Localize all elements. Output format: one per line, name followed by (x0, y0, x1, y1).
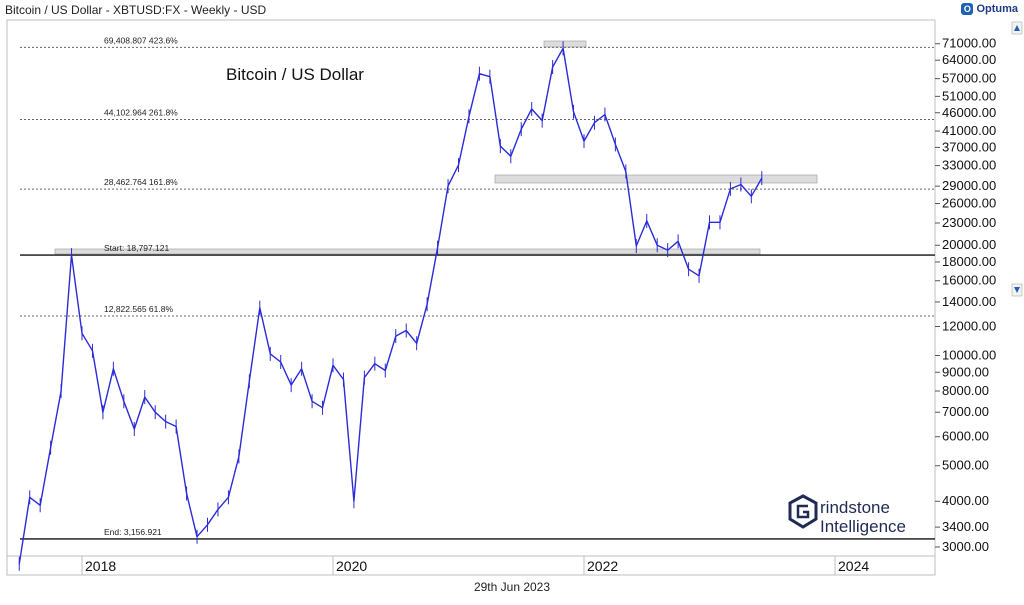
y-tick-label: 37000.00 (942, 139, 996, 154)
x-tick-label: 2018 (85, 558, 116, 574)
y-tick-label: 7000.00 (942, 404, 989, 419)
y-tick-label: 16000.00 (942, 273, 996, 288)
fib-levels: 69,408.807 423.6% 44,102.964 261.8% 28,462… (20, 35, 935, 540)
price-line (18, 47, 763, 564)
fib-level-label: Start: 18,797.121 (104, 243, 169, 253)
y-tick-label: 20000.00 (942, 237, 996, 252)
y-tick-label: 6000.00 (942, 429, 989, 444)
y-tick-label: 5000.00 (942, 458, 989, 473)
grindstone-g-mark (796, 504, 810, 519)
fib-level-label: End: 3,156.921 (104, 527, 162, 537)
price-series (18, 41, 763, 571)
scroll-up-icon[interactable] (1011, 21, 1023, 35)
y-tick-label: 41000.00 (942, 123, 996, 138)
watermark-line2: Intelligence (820, 517, 906, 536)
y-tick-label: 64000.00 (942, 52, 996, 67)
top-zone (543, 40, 587, 48)
fib-level-label: 12,822.565 61.8% (104, 304, 173, 314)
y-tick-label: 12000.00 (942, 318, 996, 333)
scroll-down-icon[interactable] (1011, 283, 1023, 297)
x-tick-label: 2024 (838, 558, 869, 574)
x-axis-ticks: 2018 2020 2022 2024 (81, 556, 869, 575)
y-tick-label: 9000.00 (942, 364, 989, 379)
y-tick-label: 8000.00 (942, 383, 989, 398)
fib-level-label: 69,408.807 423.6% (104, 35, 178, 45)
footer-date: 29th Jun 2023 (473, 580, 551, 594)
x-tick-label: 2022 (587, 558, 618, 574)
y-tick-label: 29000.00 (942, 178, 996, 193)
y-tick-label: 10000.00 (942, 347, 996, 362)
y-tick-label: 4000.00 (942, 493, 989, 508)
y-tick-label: 14000.00 (942, 294, 996, 309)
resistance-zone (494, 174, 818, 184)
fib-level-label: 28,462.764 161.8% (104, 177, 178, 187)
grindstone-logo-icon (788, 494, 818, 529)
start-zone (54, 248, 761, 255)
y-tick-label: 26000.00 (942, 196, 996, 211)
y-tick-label: 57000.00 (942, 71, 996, 86)
y-tick-label: 3400.00 (942, 519, 989, 534)
y-tick-label: 23000.00 (942, 215, 996, 230)
watermark-line1: rindstone (820, 498, 890, 517)
y-tick-label: 3000.00 (942, 539, 989, 554)
y-tick-label: 71000.00 (942, 36, 996, 51)
x-tick-label: 2020 (336, 558, 367, 574)
chart-title: Bitcoin / US Dollar (226, 65, 364, 84)
y-tick-label: 51000.00 (942, 88, 996, 103)
grindstone-watermark: rindstone Intelligence (788, 494, 906, 536)
chart-header: Bitcoin / US Dollar - XBTUSD:FX - Weekly… (0, 0, 1024, 20)
y-tick-label: 33000.00 (942, 158, 996, 173)
fib-level-label: 44,102.964 261.8% (104, 107, 178, 117)
y-tick-label: 18000.00 (942, 254, 996, 269)
brand: O Optuma (961, 3, 1018, 15)
brand-name: Optuma (976, 3, 1018, 15)
instrument-title: Bitcoin / US Dollar - XBTUSD:FX - Weekly… (5, 3, 267, 17)
y-tick-label: 46000.00 (942, 105, 996, 120)
plot-frame (6, 19, 936, 576)
optuma-logo-icon: O (961, 3, 974, 15)
